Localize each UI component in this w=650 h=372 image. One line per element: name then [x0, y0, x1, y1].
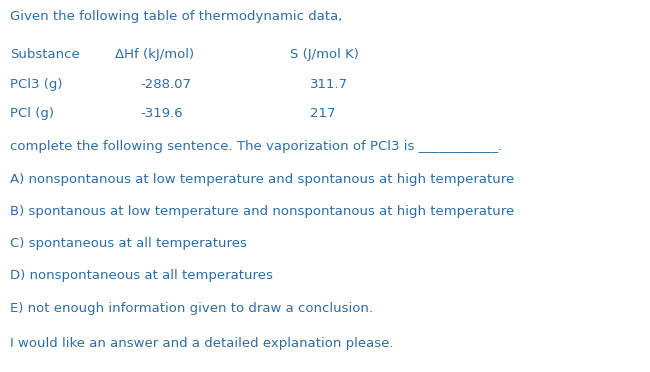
Text: complete the following sentence. The vaporization of PCl3 is ____________.: complete the following sentence. The vap…	[10, 140, 502, 153]
Text: -288.07: -288.07	[140, 78, 191, 91]
Text: E) not enough information given to draw a conclusion.: E) not enough information given to draw …	[10, 302, 373, 315]
Text: S (J/mol K): S (J/mol K)	[290, 48, 359, 61]
Text: 311.7: 311.7	[310, 78, 348, 91]
Text: A) nonspontanous at low temperature and spontanous at high temperature: A) nonspontanous at low temperature and …	[10, 173, 514, 186]
Text: Given the following table of thermodynamic data,: Given the following table of thermodynam…	[10, 10, 343, 23]
Text: ΔHf (kJ/mol): ΔHf (kJ/mol)	[115, 48, 194, 61]
Text: C) spontaneous at all temperatures: C) spontaneous at all temperatures	[10, 237, 247, 250]
Text: B) spontanous at low temperature and nonspontanous at high temperature: B) spontanous at low temperature and non…	[10, 205, 514, 218]
Text: PCl3 (g): PCl3 (g)	[10, 78, 62, 91]
Text: PCl (g): PCl (g)	[10, 107, 54, 120]
Text: Substance: Substance	[10, 48, 80, 61]
Text: I would like an answer and a detailed explanation please.: I would like an answer and a detailed ex…	[10, 337, 393, 350]
Text: D) nonspontaneous at all temperatures: D) nonspontaneous at all temperatures	[10, 269, 273, 282]
Text: 217: 217	[310, 107, 335, 120]
Text: -319.6: -319.6	[140, 107, 183, 120]
